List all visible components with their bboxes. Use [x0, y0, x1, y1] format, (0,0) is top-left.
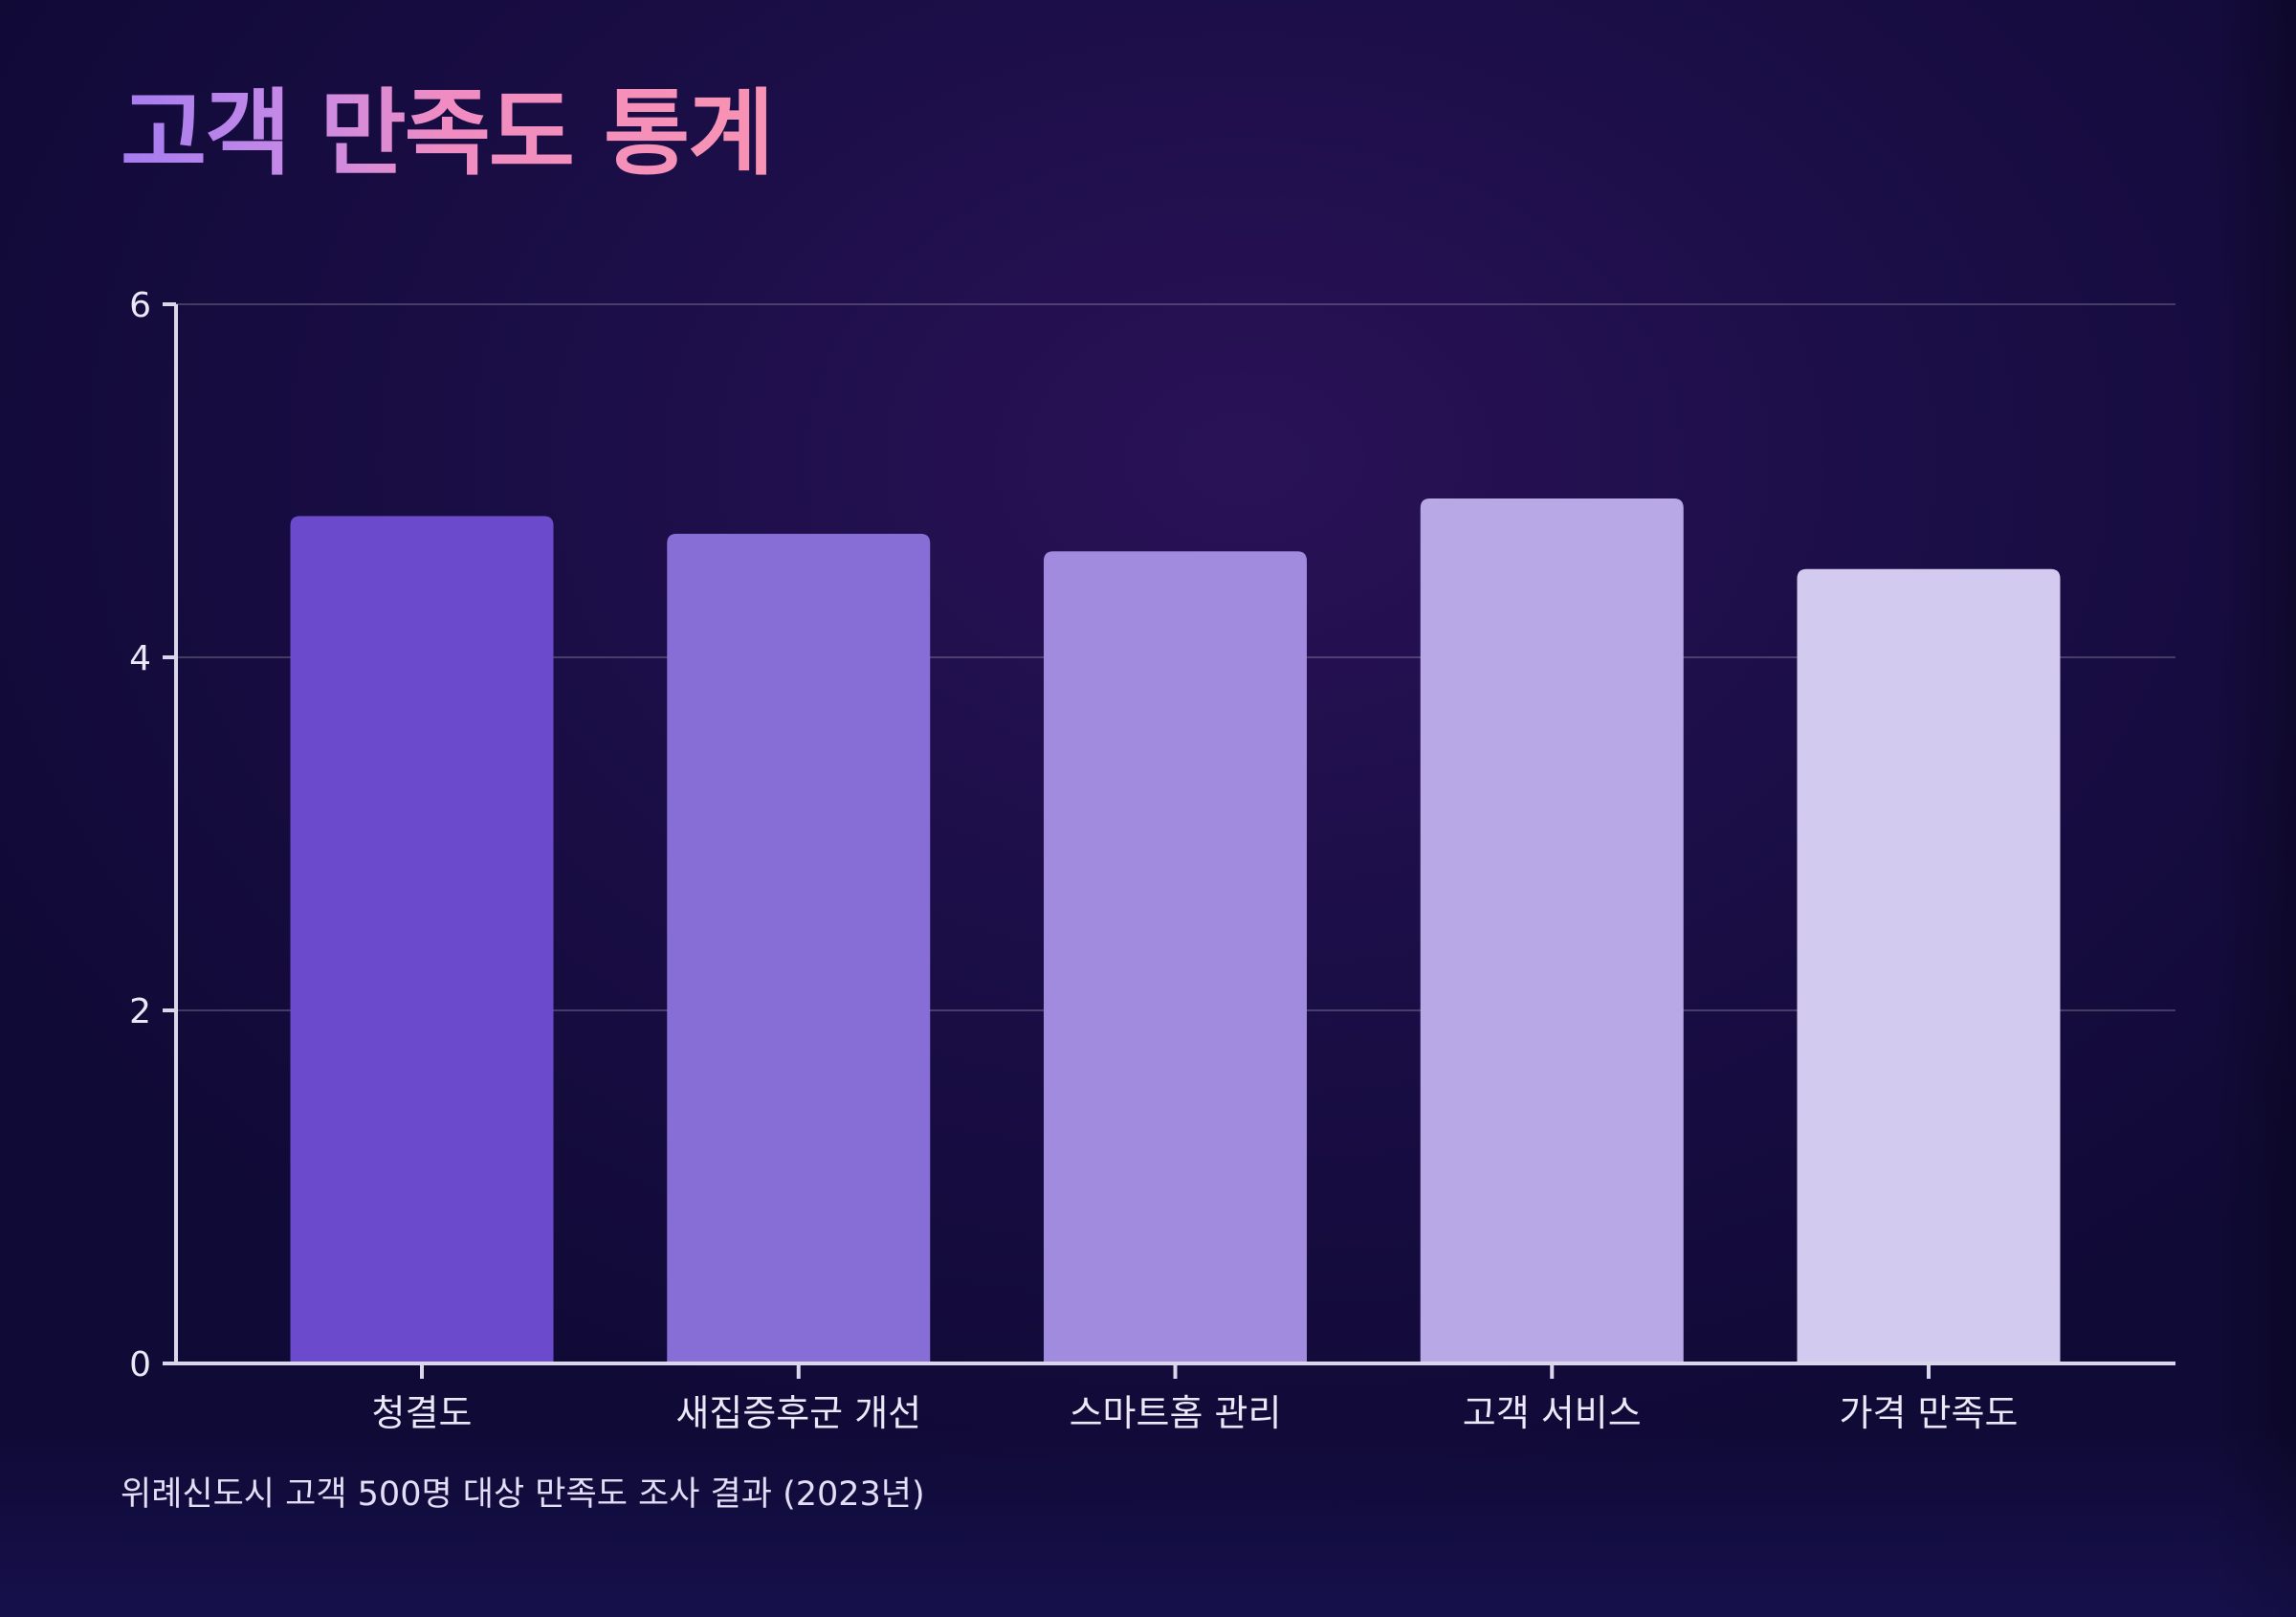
- bar: [667, 533, 931, 1363]
- bar: [1420, 498, 1684, 1363]
- x-tick-label: 스마트홈 관리: [1070, 1392, 1282, 1434]
- x-tick-label: 청결도: [372, 1392, 473, 1434]
- bar: [1797, 568, 2061, 1363]
- tick-labels: 0 2 4 6 청결도 새집증후군 개선 스마트홈 관리 고객 서비스 가격 만족도: [129, 286, 2018, 1434]
- bars: [290, 498, 2061, 1363]
- chart-caption: 위례신도시 고객 500명 대상 만족도 조사 결과 (2023년): [121, 1475, 925, 1514]
- bar: [290, 516, 554, 1363]
- axes: [163, 302, 2175, 1379]
- bar: [1044, 551, 1307, 1363]
- x-tick-label: 새집증후군 개선: [675, 1392, 921, 1434]
- y-tick-label: 4: [129, 639, 151, 678]
- chart-title: 고객 만족도 통계: [121, 78, 774, 191]
- x-tick-label: 가격 만족도: [1840, 1392, 2019, 1434]
- y-tick-label: 2: [129, 992, 151, 1031]
- y-tick-label: 0: [129, 1345, 151, 1384]
- x-tick-label: 고객 서비스: [1463, 1392, 1642, 1434]
- y-tick-label: 6: [129, 286, 151, 325]
